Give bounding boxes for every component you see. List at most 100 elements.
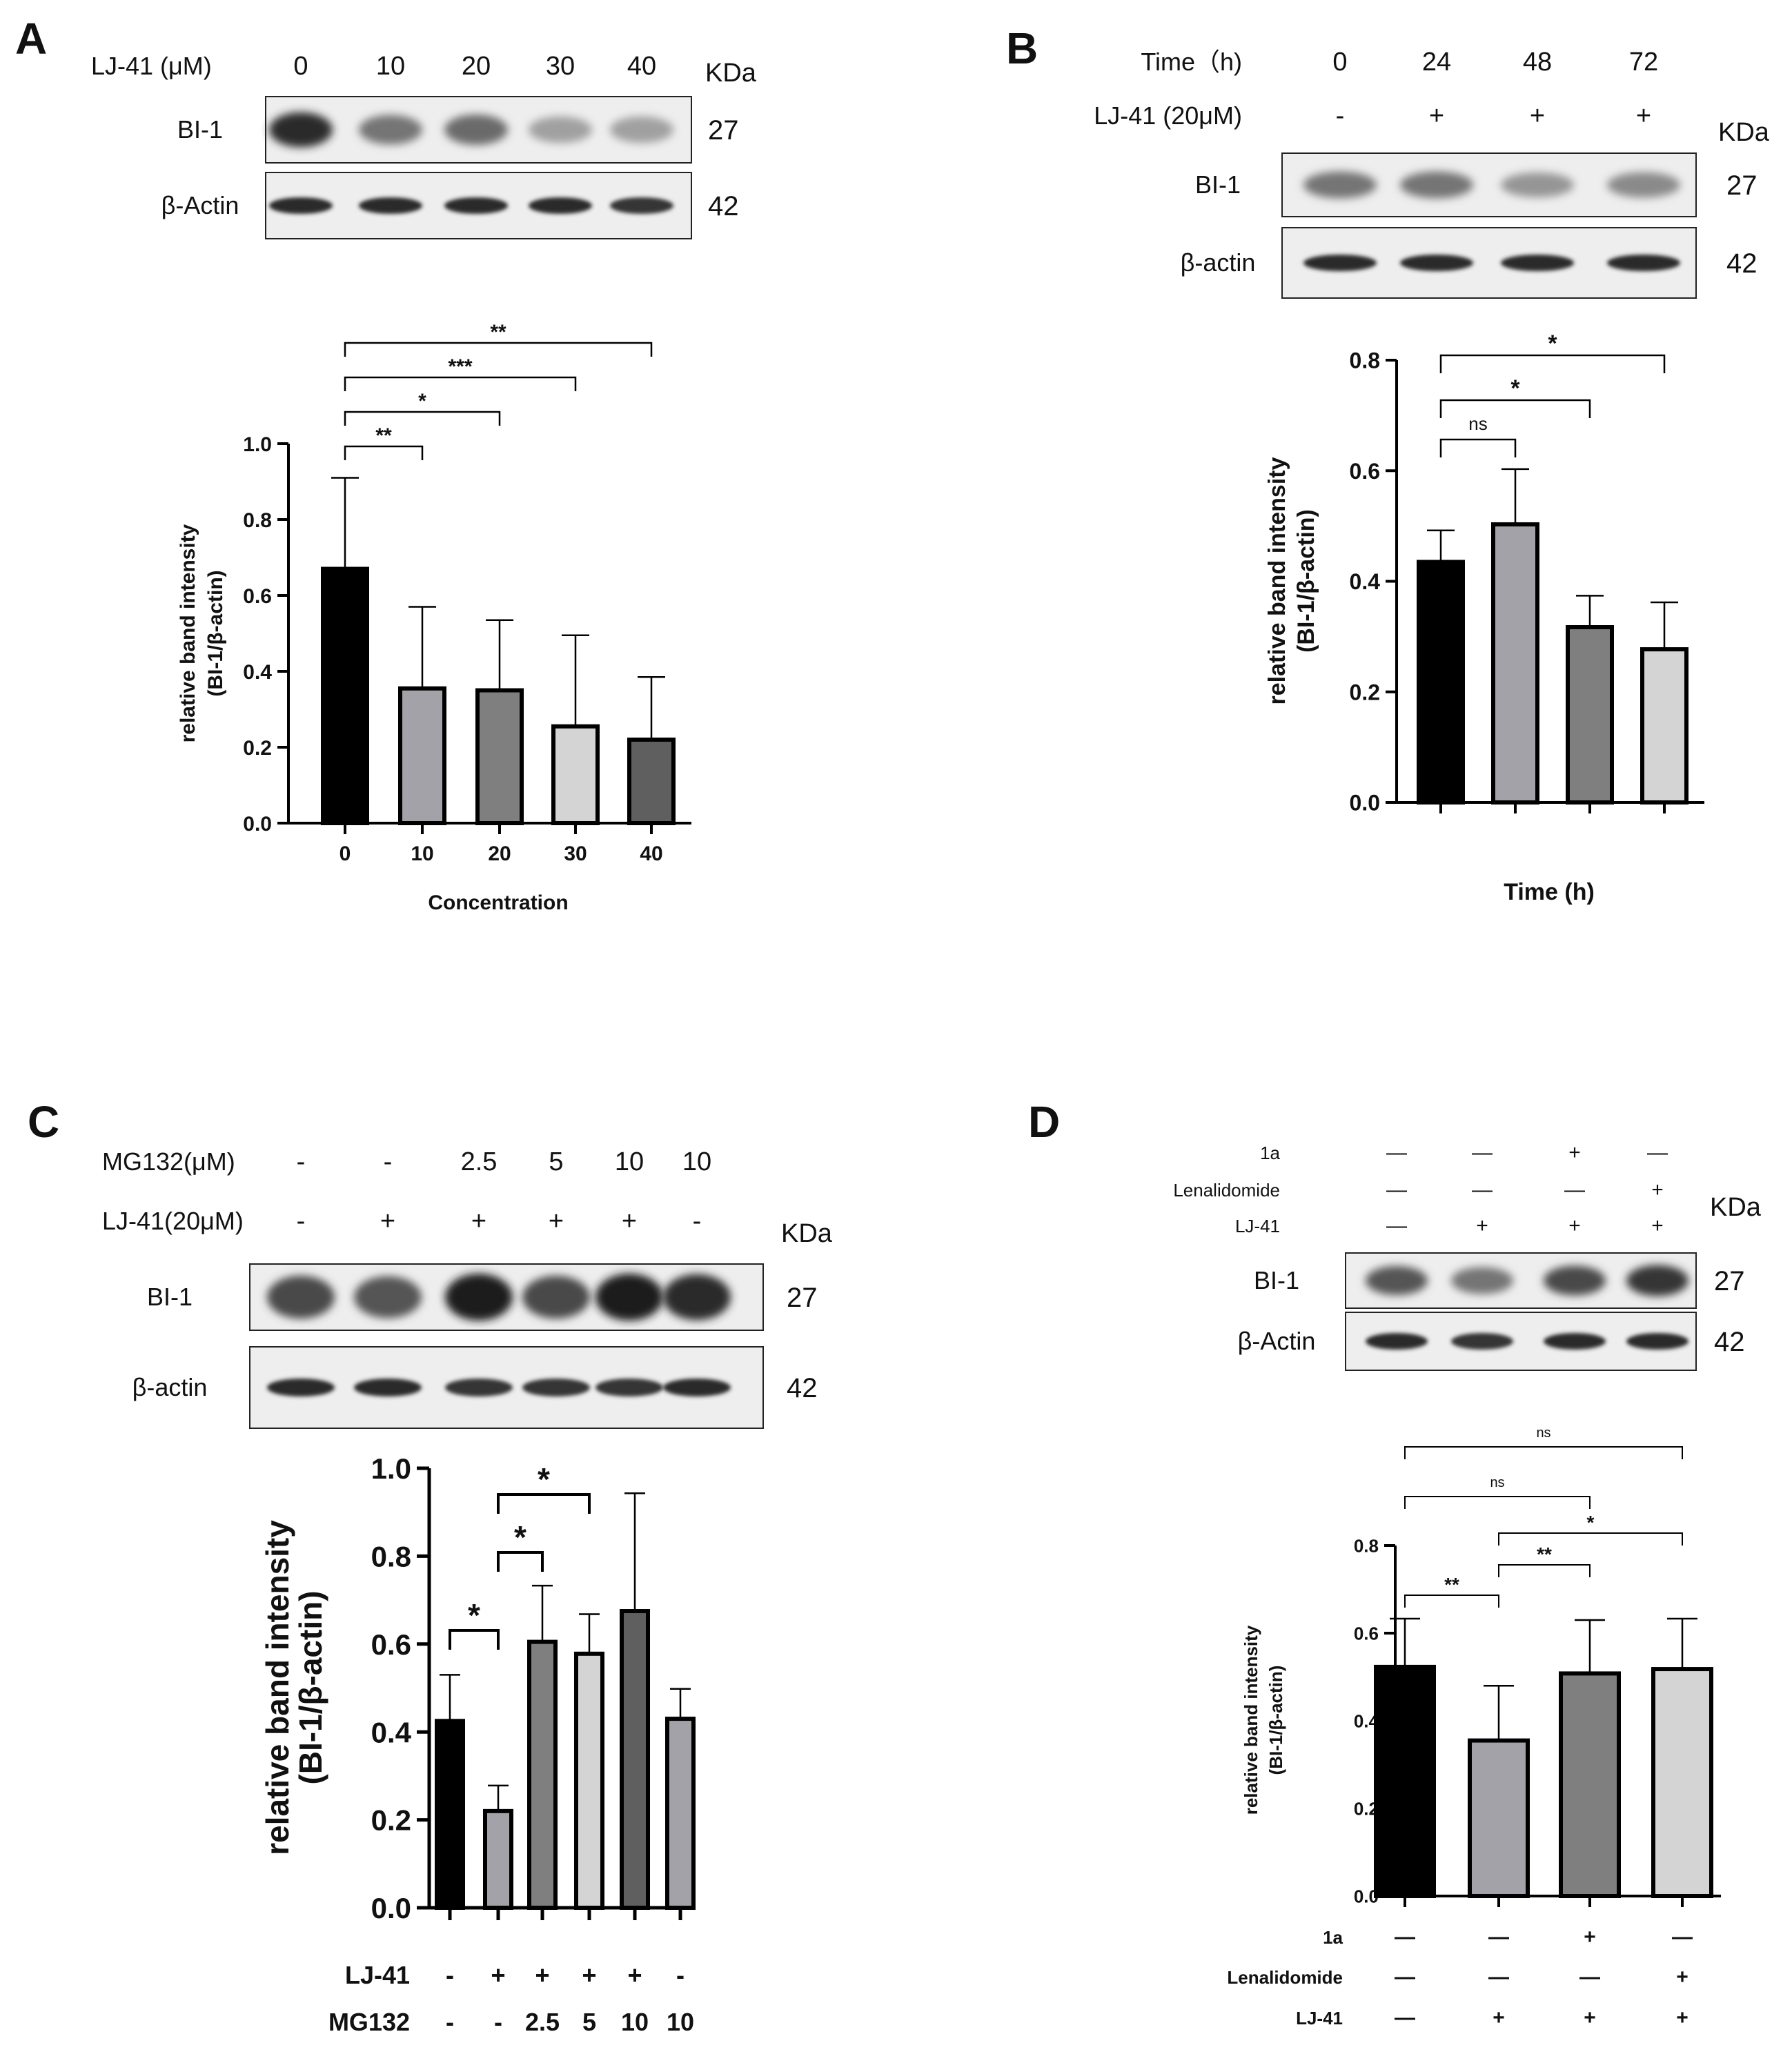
- significance-bracket: [449, 1629, 500, 1650]
- protein-band: [663, 1379, 731, 1396]
- lane-label: 30: [546, 52, 575, 81]
- kda-value: 42: [787, 1373, 818, 1403]
- x-tick-label: 0: [339, 842, 351, 865]
- y-axis-label: (BI-1/β-actin): [1293, 509, 1319, 653]
- lane-label: 20: [462, 52, 491, 81]
- significance-bracket: [1439, 354, 1666, 373]
- y-tick-label: 0.8: [371, 1541, 411, 1573]
- bar: [1374, 1664, 1436, 1899]
- condition-value: —: [1472, 1141, 1493, 1164]
- x-row-value: 5: [582, 2008, 596, 2036]
- x-row-label: LJ-41: [345, 1961, 410, 1989]
- bar: [620, 1609, 650, 1910]
- significance-bracket: [1404, 1496, 1591, 1509]
- bar: [1468, 1738, 1530, 1898]
- condition-value: +: [1651, 1214, 1664, 1237]
- kda-label: KDa: [781, 1219, 833, 1248]
- protein-band: [359, 115, 422, 145]
- panel-letter-c: C: [28, 1097, 59, 1147]
- condition-value: +: [1568, 1141, 1581, 1164]
- significance-bracket: [344, 445, 424, 460]
- protein-label: β-actin: [132, 1373, 208, 1401]
- protein-band: [1400, 255, 1473, 271]
- bar: [1559, 1671, 1621, 1898]
- significance-bracket: [344, 376, 577, 391]
- significance-bracket: [1439, 399, 1591, 418]
- x-row-label: MG132: [328, 2008, 410, 2036]
- significance-label: *: [538, 1461, 550, 1497]
- protein-band: [269, 197, 333, 214]
- y-tick-label: 0.2: [1350, 680, 1380, 704]
- protein-label: BI-1: [1195, 170, 1241, 199]
- y-tick-label: 0.2: [371, 1804, 411, 1837]
- significance-label: *: [514, 1519, 526, 1555]
- condition-value: 10: [682, 1147, 711, 1176]
- x-row-value: —: [1395, 2006, 1415, 2029]
- x-row-value: —: [1488, 1926, 1509, 1948]
- significance-bracket: [1498, 1532, 1683, 1546]
- condition-value: 0: [1332, 48, 1347, 77]
- x-row-value: +: [491, 1961, 505, 1989]
- protein-band: [663, 1274, 731, 1321]
- y-tick-label: 0.8: [1350, 348, 1380, 373]
- protein-label: BI-1: [147, 1283, 193, 1311]
- protein-band: [1303, 255, 1377, 271]
- x-row-value: +: [1493, 2006, 1505, 2029]
- y-axis-label: relative band intensity: [1241, 1625, 1261, 1815]
- protein-band: [1544, 1333, 1606, 1350]
- significance-bracket: [344, 342, 653, 357]
- protein-band: [354, 1276, 422, 1319]
- bar: [1491, 522, 1539, 805]
- bar: [627, 738, 676, 825]
- protein-band: [1366, 1333, 1428, 1350]
- protein-band: [1501, 255, 1574, 271]
- protein-band: [1400, 171, 1473, 199]
- significance-label: **: [490, 321, 506, 344]
- x-row-value: +: [582, 1961, 596, 1989]
- condition-value: —: [1386, 1141, 1407, 1164]
- condition-value: —: [1564, 1178, 1585, 1201]
- x-row-value: -: [676, 1961, 685, 1989]
- condition-value: 2.5: [461, 1147, 498, 1176]
- kda-value: 27: [787, 1283, 818, 1313]
- condition-value: —: [1647, 1141, 1668, 1164]
- lane-label: 0: [293, 52, 308, 81]
- significance-label: ns: [1536, 1425, 1550, 1441]
- blot-panel-c: BI-1 27 β-actin 42 KDa MG132(μM) - - 2.5 5 10 10 LJ-…: [102, 1147, 833, 1429]
- condition-value: +: [549, 1207, 564, 1236]
- x-row-value: +: [1676, 2006, 1688, 2029]
- condition-value: 5: [549, 1147, 563, 1176]
- x-row-value: —: [1579, 1966, 1600, 1988]
- condition-label: LJ-41 (μM): [91, 52, 212, 80]
- bar: [1566, 625, 1614, 805]
- protein-band: [610, 116, 673, 144]
- protein-band: [1366, 1266, 1428, 1295]
- y-tick-label: 0.8: [1354, 1535, 1379, 1556]
- kda-value: 27: [1714, 1266, 1745, 1296]
- x-row-value: +: [627, 1961, 642, 1989]
- x-row-value: 10: [621, 2008, 649, 2036]
- x-row-label: 1a: [1323, 1927, 1343, 1948]
- protein-label: BI-1: [177, 115, 223, 144]
- condition-value: +: [1651, 1178, 1664, 1201]
- kda-value: 42: [708, 191, 739, 221]
- y-axis-label: relative band intensity: [177, 524, 199, 742]
- condition-label: 1a: [1260, 1143, 1280, 1163]
- y-tick-label: 0.4: [1350, 569, 1381, 594]
- protein-label: β-Actin: [161, 191, 239, 219]
- y-tick-label: 0.4: [243, 661, 272, 684]
- significance-label: *: [1510, 375, 1520, 402]
- protein-label: β-actin: [1181, 248, 1256, 277]
- y-tick-label: 0.0: [243, 813, 272, 836]
- bar: [527, 1639, 558, 1910]
- protein-band: [1607, 255, 1680, 271]
- bar: [475, 688, 524, 825]
- condition-value: —: [1386, 1178, 1407, 1201]
- protein-band: [595, 1273, 663, 1321]
- condition-value: +: [622, 1207, 637, 1236]
- protein-band: [1626, 1265, 1688, 1296]
- x-row-value: +: [1676, 1966, 1688, 1988]
- condition-value: 72: [1629, 48, 1658, 77]
- x-row-value: -: [446, 2008, 454, 2036]
- protein-band: [1451, 1267, 1513, 1294]
